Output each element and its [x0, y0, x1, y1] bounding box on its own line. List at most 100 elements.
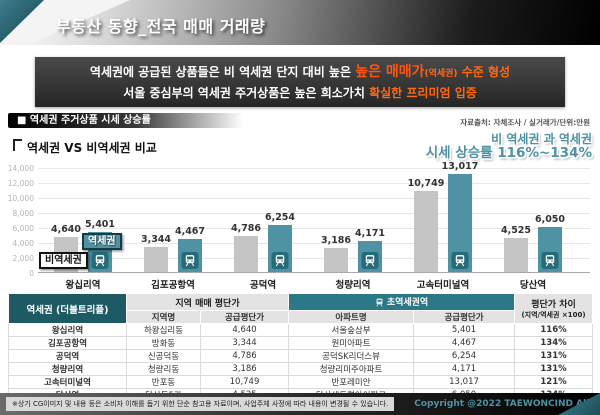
- table-row: 공덕역 신공덕동 4,786 공덕SK리더스뷰 6,254 131%: [8, 349, 594, 363]
- chart-gridline: [38, 198, 590, 199]
- train-icon: [361, 252, 379, 269]
- cell-area-name: 신공덕동: [126, 349, 201, 363]
- legend-nonstation: 비역세권: [39, 252, 88, 270]
- bar-nonstation: [414, 191, 438, 272]
- chart-title-text: 역세권 VS 비역세권 비교: [27, 141, 157, 155]
- cell-price-diff: 131%: [514, 362, 594, 376]
- bar-station: [268, 225, 292, 272]
- highlight-callout: 비 역세권 과 역세권 시세 상승률 116%~134%: [426, 132, 592, 160]
- bar-value-label: 4,640: [50, 224, 82, 236]
- table-row: 고속터미널역 반포동 10,749 반포레미안 13,017 121%: [8, 375, 594, 389]
- headline-line2: 서울 중심부의 역세권 주거상품은 높은 희소가치 확실한 프리미엄 입증: [35, 84, 565, 103]
- y-axis-tick-label: 8,000: [12, 208, 34, 218]
- header-area-price: 공급평단가: [199, 310, 290, 324]
- headline-line1-plain: 역세권에 공급된 상품들은 비 역세권 단지 대비 높은: [89, 65, 351, 79]
- x-axis-category-label: 고속터미널역: [416, 280, 470, 291]
- x-axis-category-label: 김포공항역: [151, 280, 195, 291]
- headline-line2-emphasis: 확실한 프리미엄 입증: [369, 86, 477, 100]
- comparison-table: 역세권 (더블트리플) 지역 매매 평단가 초역세권역 평단가 차이 (지역/역…: [8, 293, 594, 402]
- table-header-row-1: 역세권 (더블트리플) 지역 매매 평단가 초역세권역 평단가 차이 (지역/역…: [8, 293, 594, 324]
- cell-station: 고속터미널역: [8, 375, 127, 389]
- y-axis-tick-label: 10,000: [7, 193, 34, 203]
- bar-nonstation: [504, 238, 528, 272]
- chart-gridline: [38, 258, 590, 259]
- cell-apt-price: 13,017: [413, 375, 516, 389]
- cell-price-diff: 116%: [514, 323, 594, 337]
- x-axis-category-label: 왕십리역: [65, 280, 101, 291]
- cell-area-price: 3,186: [199, 362, 290, 376]
- bar-value-label: 3,344: [140, 233, 172, 245]
- header-apt-name: 아파트명: [288, 310, 415, 324]
- headline-line2-plain: 서울 중심부의 역세권 주거상품은 높은 희소가치: [123, 86, 365, 100]
- header-area-group: 지역 매매 평단가: [125, 293, 290, 311]
- chart-gridline: [38, 213, 590, 214]
- train-icon: [91, 252, 109, 269]
- header-diff-line1: 평단가 차이: [531, 300, 576, 310]
- cell-apt-price: 4,171: [413, 362, 516, 376]
- cell-apt-price: 4,467: [413, 336, 516, 350]
- cell-apt-name: 청량리미주아파트: [288, 362, 415, 376]
- cell-apt-name: 공덕SK리더스뷰: [288, 349, 415, 363]
- bar-value-label: 4,525: [500, 225, 532, 237]
- y-axis-tick-label: 2,000: [12, 253, 34, 263]
- cell-station: 청량리역: [8, 362, 127, 376]
- bar-value-label: 4,171: [354, 227, 386, 239]
- header-diff-col: 평단가 차이 (지역/역세권 ×100): [514, 293, 594, 324]
- copyright-text: Copyright @2022 TAEWONCIND All rights re…: [414, 399, 600, 409]
- bar-chart: 0 2,000 4,000 6,000 8,000 10,000 12,000 14,000 4…: [8, 160, 592, 292]
- bar-nonstation: [144, 246, 168, 272]
- cell-price-diff: 121%: [514, 375, 594, 389]
- legend-station: 역세권: [82, 233, 122, 251]
- cell-area-name: 하왕십리동: [126, 323, 201, 337]
- x-axis-category-label: 당산역: [519, 280, 547, 291]
- disclaimer-note: ※상기 CG이미지 및 내용 등은 소비자 이해를 돕기 위한 단순 참고용 자…: [6, 397, 395, 411]
- y-axis-tick-label: 6,000: [12, 223, 34, 233]
- bar-station: [178, 238, 202, 272]
- cell-station: 김포공항역: [8, 336, 127, 350]
- x-axis-category-label: 공덕역: [249, 280, 277, 291]
- cell-apt-name: 반포레미안: [288, 375, 415, 389]
- cell-apt-name: 서울숲삼부: [288, 323, 415, 337]
- table-row: 김포공항역 방화동 3,344 원미아파트 4,467 134%: [8, 336, 594, 350]
- cell-area-price: 3,344: [199, 336, 290, 350]
- bar-station: [448, 174, 472, 272]
- table-row: 청량리역 청량리동 3,186 청량리미주아파트 4,171 131%: [8, 362, 594, 376]
- y-axis-tick-label: 12,000: [7, 178, 34, 188]
- cell-area-name: 반포동: [126, 375, 201, 389]
- y-axis-tick-label: 0: [29, 268, 34, 278]
- y-axis-tick-label: 4,000: [12, 238, 34, 248]
- bar-value-label: 3,186: [320, 235, 352, 247]
- page-title: 부동산 동향_전국 매매 거래량: [56, 17, 266, 36]
- cell-area-price: 10,749: [199, 375, 290, 389]
- bar-value-label: 4,467: [174, 225, 206, 237]
- highlight-line2: 시세 상승률 116%~134%: [425, 145, 592, 161]
- cell-price-diff: 134%: [514, 336, 594, 350]
- bar-value-label: 6,050: [534, 213, 566, 225]
- headline-line1-emphasis: 높은 매매가: [355, 64, 425, 80]
- section-title: ■ 역세권 주거상품 시세 상승률: [17, 115, 151, 126]
- train-icon: [181, 252, 199, 269]
- cell-apt-price: 6,254: [413, 349, 516, 363]
- headline-banner: 역세권에 공급된 상품들은 비 역세권 단지 대비 높은 높은 매매가(역세권)…: [35, 57, 565, 107]
- cell-area-price: 4,786: [199, 349, 290, 363]
- highlight-line1: 비 역세권 과 역세권: [491, 132, 592, 146]
- header-area-name: 지역명: [126, 310, 201, 324]
- chart-gridline: [38, 183, 590, 184]
- cell-area-name: 청량리동: [126, 362, 201, 376]
- chart-gridline: [38, 168, 590, 169]
- y-axis-tick-label: 14,000: [7, 163, 34, 173]
- cell-station: 왕십리역: [8, 323, 127, 337]
- x-axis-category-label: 청량리역: [335, 280, 371, 291]
- cell-area-name: 방화동: [126, 336, 201, 350]
- section-title-bar: ■ 역세권 주거상품 시세 상승률: [8, 113, 243, 128]
- table-row: 왕십리역 하왕십리동 4,640 서울숲삼부 5,401 116%: [8, 323, 594, 337]
- cell-apt-name: 원미아파트: [288, 336, 415, 350]
- headline-line1: 역세권에 공급된 상품들은 비 역세권 단지 대비 높은 높은 매매가(역세권)…: [35, 63, 565, 84]
- headline-line1-emphasis2: 수준 형성: [461, 65, 511, 79]
- bar-nonstation: [234, 236, 258, 272]
- train-icon: [375, 298, 384, 310]
- chart-gridline: [38, 228, 590, 229]
- chart-gridline: [38, 243, 590, 244]
- train-icon: [451, 252, 469, 269]
